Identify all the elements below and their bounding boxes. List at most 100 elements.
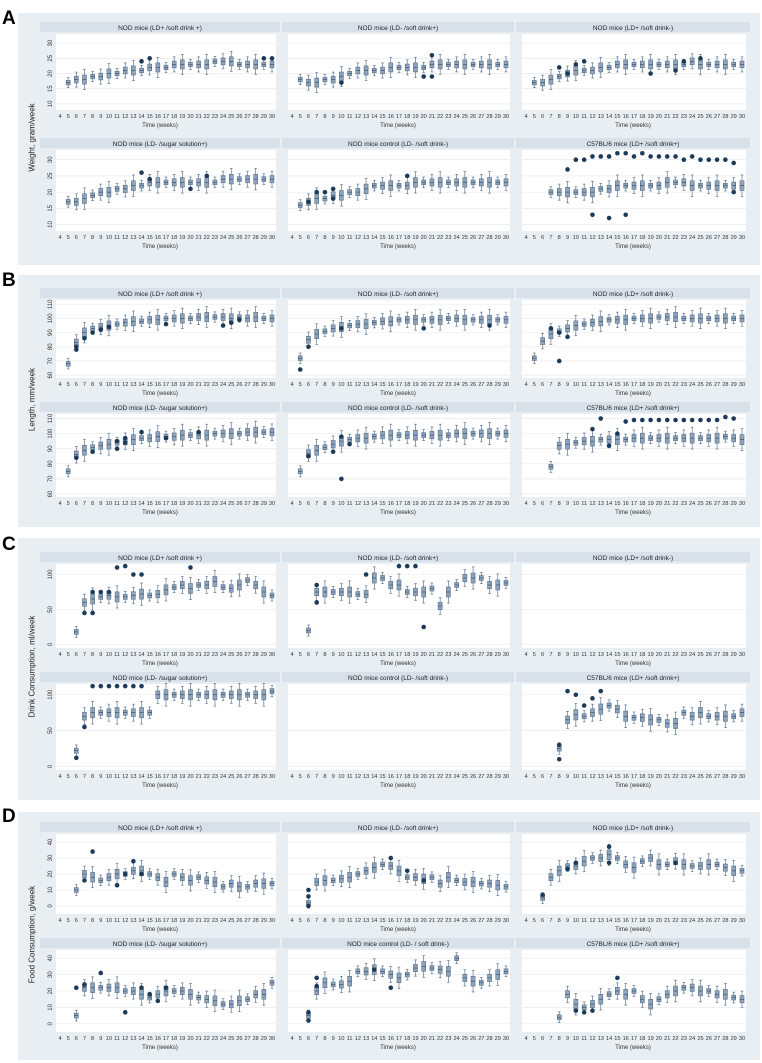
x-tick-label: 6: [541, 1036, 544, 1042]
x-tick-label: 21: [429, 774, 435, 780]
x-tick-label: 4: [58, 382, 61, 388]
outlier-point: [339, 434, 344, 439]
panel-c-plot-3: NOD mice (LD+ /soft drink-)4 5 6 7 8 9 10 11 12 1…: [516, 552, 750, 667]
x-tick-label: 28: [253, 918, 259, 924]
x-tick-label: 9: [99, 114, 102, 120]
x-tick-label: 13: [598, 501, 604, 507]
x-tick-label: 29: [495, 652, 501, 658]
x-tick-label: 26: [470, 114, 476, 120]
x-tick-label: 17: [631, 382, 637, 388]
x-tick-label: 27: [244, 501, 250, 507]
outlier-point: [98, 327, 104, 333]
x-tick-label: 12: [589, 918, 595, 924]
subplot-title: NOD mice (LD- /sugar solution+): [113, 675, 207, 682]
x-tick-label: 30: [269, 114, 275, 120]
plot-area: [56, 300, 276, 378]
x-tick-label: 20: [656, 918, 662, 924]
x-tick-label: 7: [83, 501, 86, 507]
subplot-strip: [40, 22, 280, 32]
y-tick-label: 0: [48, 642, 54, 646]
x-tick-label: 29: [261, 652, 267, 658]
x-tick-label: 13: [363, 652, 369, 658]
x-tick-label: 17: [163, 1036, 169, 1042]
x-tick-label: 28: [722, 114, 728, 120]
outlier-point: [606, 860, 612, 866]
panel-d-plot-1: NOD mice (LD+ /soft drink +) 0 10 20 30 40 4 5 6…: [40, 822, 280, 933]
x-tick-label: 22: [437, 114, 443, 120]
x-tick-label: 14: [371, 918, 377, 924]
x-tick-label: 11: [114, 501, 120, 507]
x-tick-label: 5: [299, 501, 302, 507]
plot-area: [522, 684, 746, 770]
x-tick-label: 18: [404, 918, 410, 924]
subplot-strip: [282, 402, 514, 412]
x-tick-label: 13: [598, 652, 604, 658]
x-tick-label: 20: [656, 114, 662, 120]
x-tick-label: 12: [122, 652, 128, 658]
panel-c-ylabel: Drink Consumption, ml/week: [27, 615, 37, 718]
y-tick-label: 100: [48, 313, 54, 324]
x-tick-label: 21: [664, 918, 670, 924]
y-tick-label: 15: [48, 204, 54, 211]
outlier-point: [681, 59, 687, 64]
y-tick-label: 70: [48, 475, 54, 482]
x-axis-label: Time (weeks): [142, 510, 178, 516]
x-tick-label: 23: [212, 382, 218, 388]
outlier-point: [314, 975, 319, 981]
x-tick-label: 21: [664, 114, 670, 120]
outlier-point: [90, 610, 95, 616]
x-tick-label: 24: [220, 1036, 226, 1042]
y-tick-label: 80: [48, 343, 54, 350]
x-tick-label: 21: [429, 501, 435, 507]
x-tick-label: 9: [99, 918, 102, 924]
outlier-point: [723, 414, 728, 420]
x-tick-label: 11: [114, 652, 120, 658]
outlier-point: [122, 871, 128, 877]
x-tick-label: 23: [212, 114, 218, 120]
x-tick-label: 27: [714, 774, 720, 780]
x-axis-label: Time (weeks): [615, 1045, 651, 1051]
subplot-title: NOD mice (LD- /soft drink+): [358, 25, 438, 32]
x-tick-label: 7: [315, 382, 318, 388]
subplot-title: NOD mice (LD- /sugar solution+): [113, 141, 207, 148]
x-tick-label: 14: [606, 501, 612, 507]
x-tick-label: 23: [212, 1036, 218, 1042]
x-tick-label: 19: [179, 501, 185, 507]
x-tick-label: 4: [524, 918, 527, 924]
outlier-point: [540, 892, 545, 898]
x-axis-label: Time (weeks): [142, 661, 178, 667]
x-tick-label: 21: [664, 1036, 670, 1042]
outlier-point: [565, 334, 570, 340]
x-tick-label: 10: [106, 652, 112, 658]
subplot-title: NOD mice (LD+ /soft drink-): [593, 825, 673, 832]
x-tick-label: 25: [697, 382, 703, 388]
outlier-point: [90, 849, 95, 854]
x-tick-label: 10: [573, 918, 579, 924]
outlier-point: [656, 154, 662, 159]
x-tick-label: 28: [486, 114, 492, 120]
x-tick-label: 30: [503, 918, 509, 924]
x-tick-label: 24: [453, 1036, 459, 1042]
x-tick-label: 27: [714, 918, 720, 924]
x-tick-label: 20: [421, 114, 427, 120]
x-tick-label: 19: [412, 652, 418, 658]
panel-c-plot-6: C57BL/6 mice (LD+ /soft drink+)4 5 6 7 8 9 10 1…: [516, 672, 750, 789]
x-axis-label: Time (weeks): [380, 244, 416, 250]
x-tick-label: 21: [195, 382, 201, 388]
subplot-strip: [40, 672, 280, 682]
outlier-point: [598, 154, 604, 159]
x-tick-label: 21: [429, 1036, 435, 1042]
panel-c-plot-4: NOD mice (LD- /sugar solution+) 0 50 100 4 5 6…: [40, 672, 280, 789]
x-tick-label: 18: [639, 652, 645, 658]
x-tick-label: 26: [236, 652, 242, 658]
outlier-point: [673, 860, 678, 866]
x-tick-label: 17: [163, 501, 169, 507]
x-tick-label: 4: [524, 235, 527, 241]
outlier-point: [237, 317, 242, 323]
x-tick-label: 24: [453, 501, 459, 507]
x-tick-label: 19: [179, 1036, 185, 1042]
outlier-point: [114, 683, 120, 689]
panel-b-plot-3: NOD mice (LD+ /soft drink-)4 5 6 7 8 9 10 11 12 1…: [516, 288, 750, 397]
x-tick-label: 12: [122, 774, 128, 780]
outlier-point: [581, 1010, 587, 1015]
